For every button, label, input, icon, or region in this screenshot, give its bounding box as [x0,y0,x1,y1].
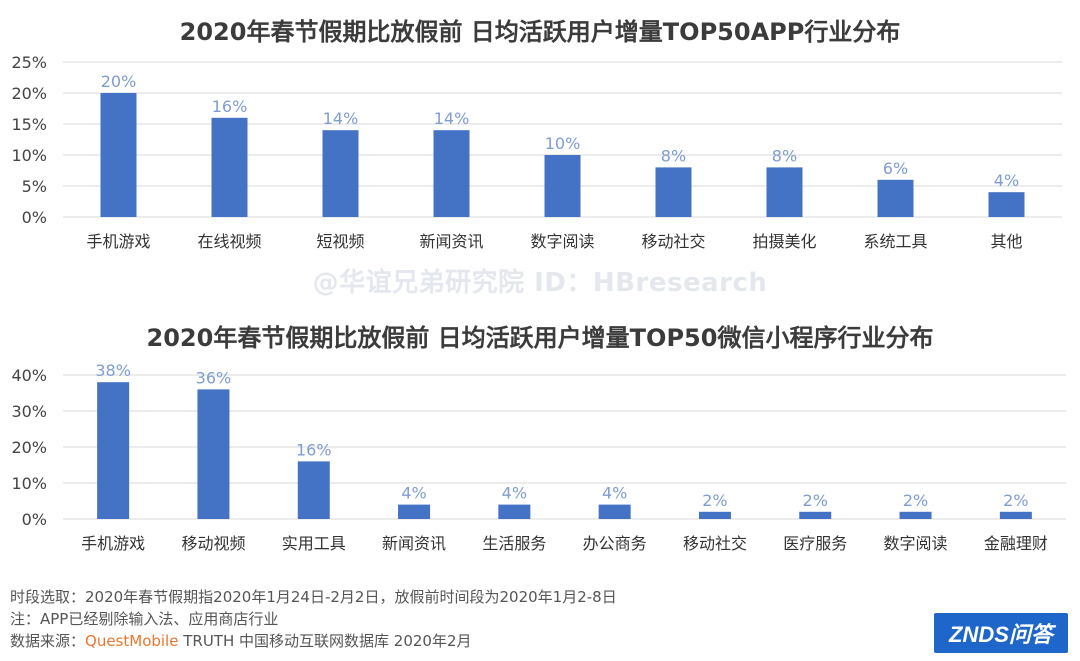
chart-title-app: 2020年春节假期比放假前 日均活跃用户增量TOP50APP行业分布 [179,18,901,46]
bar [297,461,330,519]
x-category-label: 手机游戏 [81,534,145,553]
x-category-label: 办公商务 [583,534,647,553]
bar [498,504,531,519]
znds-logo: ZNDS问答 [934,613,1068,653]
bar [97,382,130,519]
data-label: 2% [903,491,928,510]
x-category-label: 拍摄美化 [752,232,816,251]
x-category-label: 金融理财 [984,534,1048,553]
data-label: 8% [661,146,686,165]
x-category-label: 短视频 [316,232,364,251]
bar [999,511,1032,519]
bar [433,130,470,217]
x-category-label: 数字阅读 [884,534,948,553]
y-tick-label: 0% [22,208,47,227]
data-label: 14% [323,109,359,128]
bar [766,167,803,217]
bar [799,511,832,519]
x-category-label: 系统工具 [863,232,927,251]
data-label: 10% [545,134,581,153]
bar [899,511,932,519]
x-category-label: 移动视频 [181,534,245,553]
y-tick-label: 10% [11,474,47,493]
data-label: 16% [296,440,332,459]
x-category-label: 新闻资讯 [419,232,483,251]
footnote-source: 数据来源：QuestMobile TRUTH 中国移动互联网数据库 2020年2… [10,630,617,652]
watermark: @华谊兄弟研究院 ID：HBresearch [312,268,768,298]
y-tick-label: 20% [11,84,47,103]
source-prefix: 数据来源： [10,632,86,650]
bar [698,511,731,519]
bar [544,155,581,217]
y-tick-label: 30% [11,402,47,421]
x-category-label: 在线视频 [197,232,261,251]
bar [100,93,137,217]
data-label: 4% [401,484,426,503]
bar [988,192,1025,217]
data-label: 4% [502,484,527,503]
x-category-label: 生活服务 [482,534,546,553]
bar [322,130,359,217]
x-category-label: 手机游戏 [86,232,150,251]
x-category-label: 移动社交 [683,534,747,553]
bar [398,504,431,519]
data-label: 2% [702,491,727,510]
data-label: 36% [196,368,232,387]
footnotes: 时段选取：2020年春节假期指2020年1月24日-2月2日，放假前时间段为20… [10,586,617,652]
y-tick-label: 15% [11,115,47,134]
data-label: 16% [212,97,248,116]
bar [211,117,248,217]
data-label: 38% [95,361,131,380]
y-tick-label: 25% [11,53,47,72]
x-category-label: 其他 [990,232,1022,251]
data-label: 20% [101,72,137,91]
footnote-period: 时段选取：2020年春节假期指2020年1月24日-2月2日，放假前时间段为20… [10,588,617,606]
data-label: 2% [1003,491,1028,510]
data-label: 4% [602,484,627,503]
bar [877,179,914,217]
y-tick-label: 5% [22,177,47,196]
x-category-label: 数字阅读 [530,232,594,251]
source-suffix: TRUTH 中国移动互联网数据库 2020年2月 [178,632,472,650]
x-category-label: 移动社交 [641,232,705,251]
x-category-label: 新闻资讯 [382,534,446,553]
data-label: 6% [883,159,908,178]
y-tick-label: 40% [11,366,47,385]
footnote-note: 注：APP已经剔除输入法、应用商店行业 [10,610,279,628]
y-tick-label: 10% [11,146,47,165]
y-tick-label: 0% [22,510,47,529]
bar [598,504,631,519]
chart-title-miniprogram: 2020年春节假期比放假前 日均活跃用户增量TOP50微信小程序行业分布 [146,324,934,352]
data-label: 8% [772,146,797,165]
bar [655,167,692,217]
data-label: 2% [803,491,828,510]
app-industry-bar-chart: 0% 5% 10% 15% 20% 25% 20% 手机游戏 16% 在线视频 14% 短视频 14% 新… [11,53,1062,251]
y-tick-label: 20% [11,438,47,457]
data-label: 4% [994,171,1019,190]
x-category-label: 医疗服务 [783,534,847,553]
miniprogram-industry-bar-chart: 0% 10% 20% 30% 40% 38% 手机游戏 36% 移动视频 16% 实用工具 4% 新闻资… [11,361,1066,553]
source-brand: QuestMobile [85,632,179,650]
data-label: 14% [434,109,470,128]
x-category-label: 实用工具 [282,534,346,553]
bar [197,389,230,519]
